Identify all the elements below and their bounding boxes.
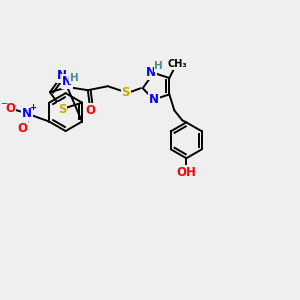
Text: N: N [57,69,67,82]
Text: O: O [5,102,15,115]
Text: OH: OH [176,166,196,179]
Text: N: N [22,107,32,120]
Text: −: − [0,99,7,108]
Text: +: + [29,103,36,112]
Text: S: S [122,86,130,99]
Text: N: N [62,75,72,88]
Text: O: O [17,122,27,135]
Text: H: H [70,73,78,83]
Text: CH₃: CH₃ [167,59,187,69]
Text: H: H [154,61,163,71]
Text: N: N [149,93,159,106]
Text: N: N [146,66,156,80]
Text: S: S [58,103,67,116]
Text: O: O [86,104,96,117]
